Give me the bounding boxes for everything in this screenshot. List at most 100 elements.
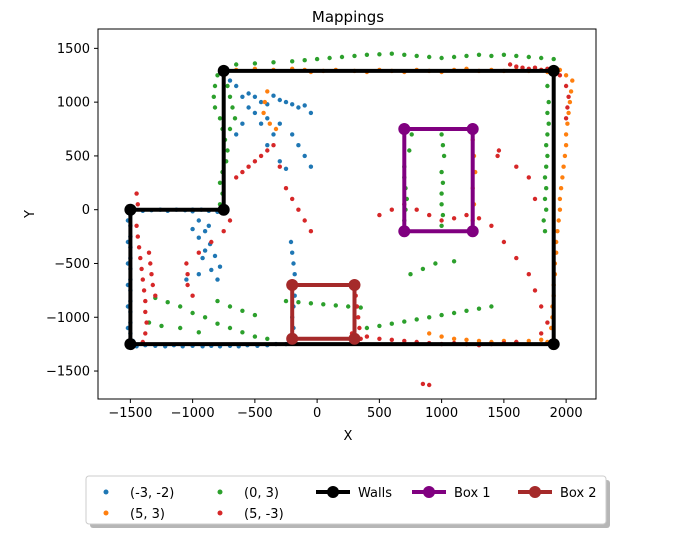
scatter-point: [200, 255, 205, 261]
scatter-point: [240, 94, 245, 100]
legend-item-0: (-3, -2): [103, 486, 174, 501]
scatter-point: [196, 330, 201, 335]
x-tick-label: −500: [237, 406, 273, 421]
polyline-marker: [547, 338, 560, 351]
scatter-point: [544, 164, 549, 169]
polyline-marker: [547, 64, 560, 77]
scatter-point: [476, 338, 482, 344]
scatter-point: [148, 261, 153, 266]
polyline-marker: [398, 123, 411, 135]
scatter-point: [212, 105, 218, 110]
scatter-point: [539, 55, 544, 61]
scatter-point: [439, 312, 444, 318]
scatter-point: [215, 277, 220, 282]
legend-label: (5, 3): [130, 507, 165, 522]
legend-item-3: Box 1: [412, 486, 491, 501]
scatter-point: [476, 216, 482, 221]
legend-item-5: (5, 3): [103, 507, 165, 522]
scatter-point: [227, 218, 233, 223]
scatter-point: [246, 105, 251, 110]
scatter-point: [333, 303, 338, 308]
scatter-point: [539, 304, 544, 309]
scatter-point: [377, 52, 382, 57]
scatter-point: [427, 212, 432, 218]
y-axis-label: Y: [23, 210, 38, 219]
legend-label: Box 1: [454, 486, 491, 501]
scatter-point: [308, 110, 314, 116]
scatter-point: [489, 304, 494, 309]
legend-label: (0, 3): [244, 486, 279, 501]
scatter-point: [190, 226, 195, 232]
scatter-point: [296, 300, 301, 305]
scatter-point: [532, 288, 538, 293]
polyline-marker: [398, 225, 411, 238]
scatter-point: [451, 54, 457, 60]
scatter-point: [364, 334, 370, 339]
scatter-point: [464, 53, 469, 59]
scatter-point: [190, 293, 195, 298]
scatter-point: [136, 245, 142, 250]
scatter-point: [520, 65, 525, 70]
scatter-point: [514, 255, 519, 261]
scatter-point: [565, 121, 570, 126]
scatter-point: [212, 83, 218, 89]
scatter-point: [215, 298, 220, 304]
scatter-point: [234, 175, 239, 180]
scatter-point: [302, 153, 307, 159]
scatter-point: [143, 309, 148, 315]
scatter-point: [364, 52, 370, 57]
scatter-point: [427, 382, 432, 388]
scatter-point: [230, 105, 235, 110]
scatter-point: [283, 166, 289, 171]
scatter-point: [190, 310, 195, 316]
scatter-point: [232, 116, 238, 121]
x-tick-label: −1000: [171, 406, 215, 421]
scatter-point: [557, 196, 563, 202]
polyline-marker: [286, 279, 299, 291]
legend-label: (5, -3): [244, 507, 284, 522]
scatter-point: [563, 83, 569, 89]
scatter-point: [476, 52, 482, 57]
scatter-point: [288, 239, 294, 245]
scatter-point: [277, 159, 282, 164]
polyline-box-1: [398, 123, 479, 238]
scatter-point: [227, 304, 233, 309]
scatter-point: [451, 336, 457, 341]
polyline-marker: [286, 332, 299, 345]
scatter-point: [252, 312, 258, 318]
chart-title: Mappings: [312, 8, 384, 26]
scatter-point: [526, 54, 531, 60]
scatter-point: [265, 336, 270, 341]
scatter-point: [240, 330, 245, 335]
polyline-walls: [124, 64, 560, 351]
scatter-point: [252, 334, 258, 339]
scatter-point: [414, 207, 419, 212]
y-axis: −1500 −1000 −500 0 500 1000 1500: [46, 42, 98, 380]
legend-label: Box 2: [560, 486, 597, 501]
scatter-point: [563, 116, 569, 121]
polyline-marker: [124, 203, 137, 216]
scatter-point: [357, 325, 362, 331]
scatter-point: [149, 272, 154, 277]
scatter-point: [539, 337, 544, 342]
scatter-point: [501, 52, 507, 57]
scatter-point: [290, 132, 295, 137]
scatter-point: [215, 321, 220, 326]
scatter-point: [290, 196, 295, 202]
scatter-point: [196, 218, 201, 223]
scatter-point: [252, 61, 258, 66]
scatter-point: [308, 164, 314, 169]
polyline-marker: [217, 203, 230, 216]
scatter-point: [545, 83, 550, 89]
y-tick-label: −1500: [46, 365, 90, 380]
scatter-point: [240, 308, 245, 313]
legend-marker: [217, 510, 223, 516]
scatter-point: [439, 218, 444, 223]
scatter-point: [217, 180, 223, 185]
scatter-point: [545, 153, 550, 159]
scatter-point: [420, 381, 426, 387]
scatter-point: [246, 91, 251, 96]
scatter-point: [565, 105, 570, 110]
y-tick-label: 1000: [57, 96, 90, 111]
scatter-point: [296, 105, 301, 110]
